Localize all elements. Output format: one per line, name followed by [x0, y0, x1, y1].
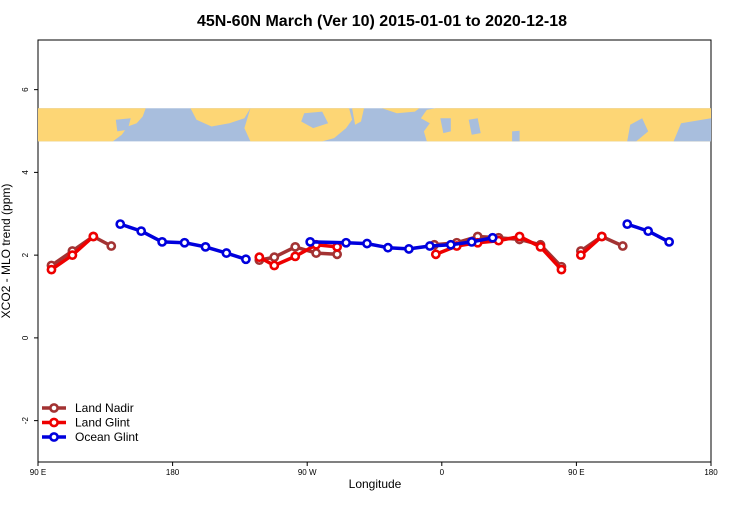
data-point — [617, 241, 628, 251]
data-point — [341, 237, 351, 248]
world-map-band — [38, 108, 711, 142]
data-point — [622, 219, 633, 230]
legend-label: Land Nadir — [75, 401, 134, 415]
x-tick-label: 90 W — [298, 468, 317, 477]
map-ocean-north-sea — [440, 118, 451, 134]
data-point — [332, 241, 343, 252]
data-point — [430, 249, 441, 260]
map-ocean-hudson-bay — [301, 111, 329, 129]
data-point — [240, 254, 251, 265]
data-point — [88, 231, 99, 242]
x-axis: 90 E 180 90 W 0 90 E 180 — [30, 462, 718, 477]
data-point — [290, 241, 301, 252]
series-line — [50, 234, 113, 267]
legend-entry-land-glint: Land Glint — [42, 416, 130, 430]
x-tick-label: 180 — [704, 468, 718, 477]
legend-label: Ocean Glint — [75, 430, 139, 444]
data-point — [290, 251, 301, 262]
data-point — [46, 264, 57, 275]
data-point — [200, 241, 211, 252]
data-point — [514, 231, 525, 242]
legend-label: Land Glint — [75, 416, 130, 430]
data-point — [269, 252, 280, 263]
map-ocean-caspian — [512, 130, 520, 142]
legend-entry-land-nadir: Land Nadir — [42, 401, 134, 415]
data-point — [487, 232, 498, 243]
y-tick-label: 0 — [21, 335, 30, 340]
y-tick-label: 2 — [21, 252, 30, 257]
data-point — [115, 219, 126, 230]
data-point — [179, 237, 190, 248]
legend-marker — [49, 403, 59, 413]
data-point — [383, 242, 393, 253]
plot-frame — [37, 39, 712, 463]
map-ocean-baltic — [468, 118, 481, 135]
y-axis: -2 0 2 4 6 — [21, 87, 38, 424]
data-point — [305, 236, 316, 247]
x-tick-label: 90 E — [568, 468, 584, 477]
x-axis-label: Longitude — [349, 477, 402, 491]
data-point — [664, 236, 675, 247]
map-land-north-america — [244, 108, 353, 142]
data-point — [424, 241, 435, 251]
map-ocean-pacific-east — [673, 118, 711, 142]
map-land-greenland — [382, 108, 420, 114]
data-point — [311, 248, 322, 258]
map-land-alaska — [190, 108, 251, 127]
series-land-glint — [46, 231, 607, 275]
data-point — [556, 264, 567, 275]
data-point — [362, 238, 372, 249]
map-land-europe-asia — [420, 108, 711, 142]
data-point — [445, 239, 456, 250]
chart-title: 45N-60N March (Ver 10) 2015-01-01 to 202… — [197, 13, 567, 30]
map-land-asia — [38, 108, 146, 142]
data-point — [575, 250, 586, 261]
series-layer — [46, 219, 675, 275]
data-point — [596, 231, 607, 242]
data-point — [403, 244, 414, 254]
y-tick-label: -2 — [21, 417, 30, 425]
data-point — [136, 226, 147, 237]
x-tick-label: 90 E — [30, 468, 46, 477]
data-point — [157, 236, 168, 247]
map-land-britain — [429, 116, 438, 129]
data-point — [254, 252, 265, 263]
y-axis-label: XCO2 - MLO trend (ppm) — [0, 184, 13, 319]
y-tick-label: 6 — [21, 87, 30, 92]
y-tick-label: 4 — [21, 170, 30, 175]
data-point — [269, 260, 280, 271]
data-point — [67, 250, 78, 261]
data-point — [466, 236, 477, 247]
data-point — [221, 248, 232, 258]
data-point — [535, 241, 546, 252]
legend-marker — [49, 432, 59, 442]
map-ocean-okhotsk — [115, 118, 131, 132]
x-tick-label: 0 — [440, 468, 445, 477]
data-point — [106, 241, 117, 251]
data-point — [332, 249, 343, 260]
legend-entry-ocean-glint: Ocean Glint — [42, 430, 139, 444]
series-ocean-glint — [115, 219, 675, 265]
x-tick-label: 180 — [166, 468, 180, 477]
data-point — [643, 226, 654, 237]
map-land-labrador — [352, 108, 364, 125]
map-ocean-japan-sea — [627, 118, 649, 142]
legend-marker — [49, 417, 59, 428]
